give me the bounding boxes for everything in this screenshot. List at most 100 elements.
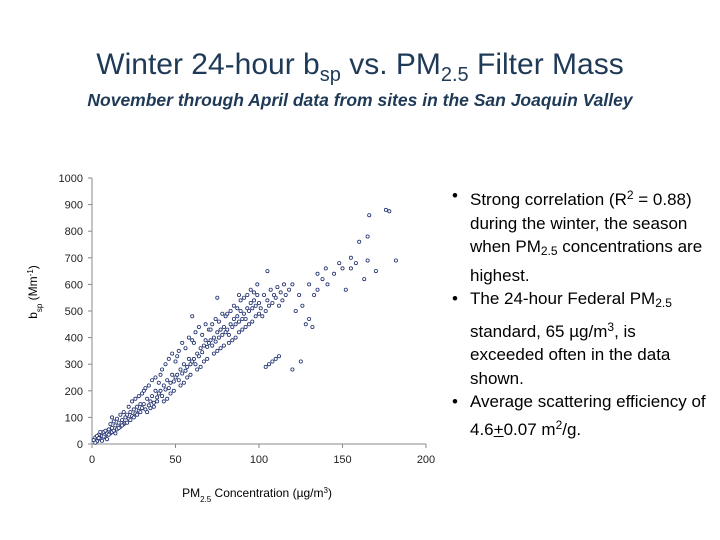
- data-point: [215, 330, 220, 335]
- data-point: [283, 292, 288, 297]
- y-axis-label: bsp (Mm-1): [26, 265, 44, 319]
- data-point: [203, 338, 208, 343]
- data-point: [186, 356, 191, 361]
- data-point: [251, 290, 256, 295]
- data-point: [250, 306, 255, 311]
- data-point: [138, 410, 143, 415]
- data-point: [183, 346, 188, 351]
- data-point: [150, 378, 155, 383]
- data-point: [280, 298, 285, 303]
- data-point: [210, 322, 215, 327]
- data-point: [143, 407, 148, 412]
- data-point: [245, 306, 250, 311]
- data-point: [235, 314, 240, 319]
- data-point: [246, 308, 251, 313]
- data-point: [148, 399, 153, 404]
- data-point: [138, 402, 143, 407]
- data-point: [231, 316, 236, 321]
- data-point: [250, 319, 255, 324]
- data-point: [170, 351, 175, 356]
- data-point: [332, 271, 337, 276]
- data-point: [135, 404, 140, 409]
- data-point: [215, 348, 220, 353]
- data-point: [281, 282, 286, 287]
- data-point: [116, 420, 121, 425]
- data-point: [98, 429, 103, 434]
- data-point: [180, 371, 185, 376]
- x-tick-label: 200: [417, 454, 435, 466]
- x-tick-label: 100: [250, 454, 268, 466]
- data-point: [193, 330, 198, 335]
- data-point: [263, 364, 268, 369]
- data-point: [151, 404, 156, 409]
- data-point: [171, 379, 176, 384]
- data-point: [307, 282, 312, 287]
- data-point: [221, 343, 226, 348]
- data-point: [145, 396, 150, 401]
- y-tick-label: 300: [65, 359, 83, 371]
- data-point: [337, 261, 342, 266]
- data-point: [367, 213, 372, 218]
- data-point: [213, 316, 218, 321]
- data-point: [165, 396, 170, 401]
- data-point: [210, 343, 215, 348]
- data-point: [155, 399, 160, 404]
- data-point: [211, 351, 216, 356]
- data-point: [166, 356, 171, 361]
- data-point: [226, 332, 231, 337]
- data-point: [218, 346, 223, 351]
- data-point: [238, 298, 243, 303]
- data-point: [220, 332, 225, 337]
- data-point: [243, 316, 248, 321]
- data-point: [287, 287, 292, 292]
- data-point: [103, 428, 108, 433]
- data-point: [96, 436, 101, 441]
- data-point: [135, 412, 140, 417]
- data-point: [113, 423, 118, 428]
- x-tick-label: 50: [169, 454, 181, 466]
- data-point: [181, 362, 186, 367]
- data-point: [173, 359, 178, 364]
- data-point: [235, 306, 240, 311]
- data-point: [131, 407, 136, 412]
- data-point: [205, 344, 210, 349]
- data-point: [258, 306, 263, 311]
- data-point: [236, 330, 241, 335]
- data-point: [298, 359, 303, 364]
- data-point: [105, 437, 110, 442]
- data-point: [146, 383, 151, 388]
- scatter-points: [91, 207, 398, 445]
- data-point: [178, 383, 183, 388]
- data-point: [297, 292, 302, 297]
- data-point: [290, 282, 295, 287]
- data-point: [373, 269, 378, 274]
- data-point: [168, 391, 173, 396]
- data-point: [125, 412, 130, 417]
- data-point: [276, 354, 281, 359]
- data-point: [111, 428, 116, 433]
- data-point: [270, 359, 275, 364]
- data-point: [248, 300, 253, 305]
- data-point: [141, 402, 146, 407]
- data-point: [340, 266, 345, 271]
- data-point: [387, 209, 392, 214]
- data-point: [156, 380, 161, 385]
- data-point: [226, 340, 231, 345]
- data-point: [153, 388, 158, 393]
- data-point: [161, 383, 166, 388]
- data-point: [223, 330, 228, 335]
- data-point: [183, 368, 188, 373]
- data-point: [362, 277, 367, 282]
- data-point: [255, 282, 260, 287]
- data-point: [185, 364, 190, 369]
- data-point: [173, 375, 178, 380]
- data-point: [155, 395, 160, 400]
- data-point: [128, 410, 133, 415]
- data-point: [325, 282, 330, 287]
- data-point: [190, 314, 195, 319]
- data-point: [233, 335, 238, 340]
- data-point: [245, 292, 250, 297]
- data-point: [150, 394, 155, 399]
- data-point: [225, 311, 230, 316]
- data-point: [185, 375, 190, 380]
